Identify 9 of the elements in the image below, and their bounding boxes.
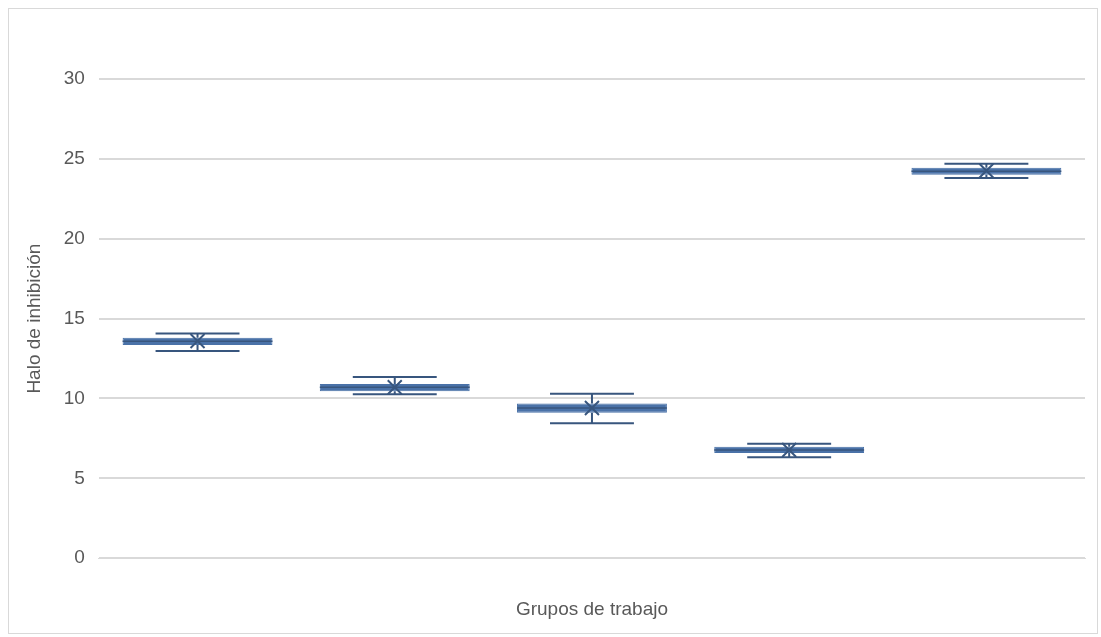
y-tick-label: 20 — [63, 226, 85, 248]
y-axis-title: Halo de inhibición — [22, 243, 44, 394]
y-tick-label: 10 — [63, 386, 85, 408]
y-tick-label: 0 — [74, 546, 85, 568]
y-tick-label: 25 — [63, 147, 85, 169]
y-tick-label: 15 — [63, 306, 85, 328]
x-axis-title: Grupos de trabajo — [515, 597, 669, 619]
y-tick-label: 30 — [63, 67, 85, 89]
y-tick-label: 5 — [74, 466, 85, 488]
